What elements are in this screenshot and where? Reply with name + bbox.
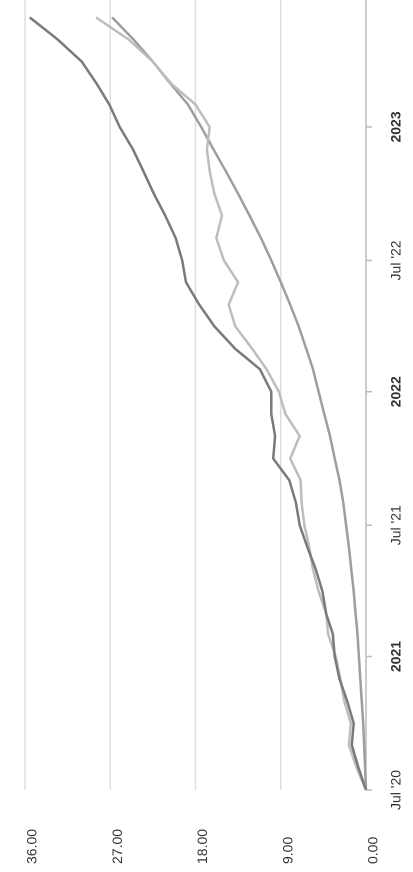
series-line (28, 16, 368, 791)
series-line (111, 16, 368, 791)
x-tick-label: 2023 (388, 111, 404, 142)
series-line (95, 16, 368, 791)
y-tick-label: 18.00 (194, 829, 210, 864)
y-tick-label: 0.00 (365, 837, 381, 864)
y-tick-label: 36.00 (24, 829, 40, 864)
y-tick-label: 9.00 (279, 837, 295, 864)
x-tick-label: 2022 (388, 376, 404, 407)
x-tick-label: Jul '22 (388, 240, 404, 280)
x-tick-label: 2021 (388, 641, 404, 672)
y-tick-label: 27.00 (109, 829, 125, 864)
x-tick-label: Jul '20 (388, 770, 404, 810)
x-tick-label: Jul '21 (388, 505, 404, 545)
